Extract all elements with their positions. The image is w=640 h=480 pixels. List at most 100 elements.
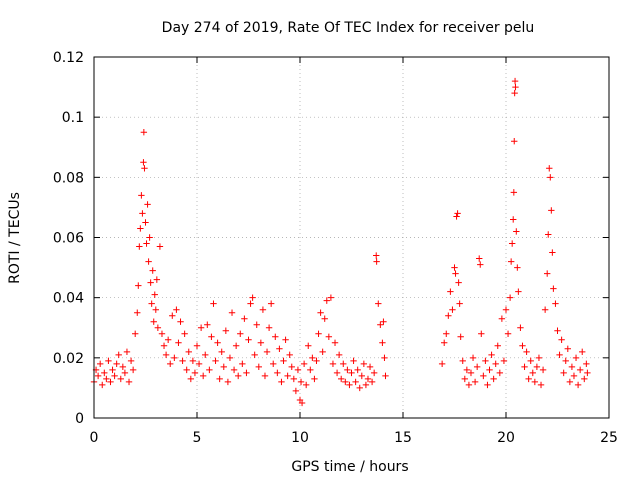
data-point: [179, 357, 186, 365]
data-point: [584, 369, 591, 377]
data-point: [368, 378, 376, 386]
data-point: [302, 381, 310, 389]
data-point: [135, 282, 142, 289]
data-point: [257, 339, 265, 346]
data-point: [193, 342, 201, 349]
data-point: [486, 366, 493, 374]
data-point: [465, 381, 473, 389]
data-point: [147, 279, 154, 286]
axis-ticks: [93, 56, 610, 419]
data-point: [222, 327, 230, 334]
data-point: [541, 306, 549, 313]
data-point: [539, 366, 547, 374]
data-point: [300, 360, 308, 368]
data-point: [521, 363, 528, 371]
data-point: [449, 306, 456, 313]
chart-title: Day 274 of 2019, Rate Of TEC Index for r…: [162, 20, 535, 36]
data-point: [547, 174, 554, 181]
data-point: [477, 261, 484, 268]
data-point: [195, 360, 203, 368]
data-point: [132, 330, 139, 337]
data-point: [202, 351, 209, 359]
data-point: [581, 375, 588, 383]
data-point: [210, 300, 217, 307]
data-point: [512, 83, 519, 91]
data-point: [148, 300, 155, 307]
data-point: [276, 345, 283, 353]
data-point: [544, 270, 551, 277]
data-point: [525, 375, 532, 383]
data-point: [455, 279, 462, 286]
data-point: [554, 327, 561, 334]
data-point: [253, 321, 260, 328]
data-point: [245, 336, 252, 343]
data-point: [340, 360, 347, 368]
data-point: [459, 357, 466, 365]
data-point: [167, 360, 174, 368]
data-point: [158, 330, 166, 337]
data-point: [354, 366, 361, 374]
data-point: [111, 372, 118, 380]
data-point: [123, 348, 131, 356]
data-point: [185, 348, 192, 356]
x-tick-label: 15: [394, 430, 412, 446]
data-point: [502, 306, 510, 313]
data-point: [117, 375, 124, 383]
data-point: [576, 366, 584, 374]
data-point: [121, 369, 129, 377]
data-point: [94, 372, 102, 380]
data-point: [469, 354, 477, 362]
data-point: [298, 399, 306, 407]
data-point: [447, 288, 454, 295]
data-point: [265, 324, 273, 331]
data-point: [103, 375, 110, 383]
data-point: [138, 192, 145, 199]
data-point: [263, 348, 271, 356]
data-point: [323, 297, 330, 304]
data-point: [451, 264, 458, 271]
data-point: [517, 324, 524, 331]
data-point: [342, 378, 349, 386]
data-point: [560, 369, 567, 377]
data-point: [358, 372, 365, 380]
data-point: [461, 375, 468, 383]
data-point: [96, 360, 104, 368]
data-point: [113, 360, 120, 368]
data-point: [453, 213, 460, 220]
data-point: [284, 372, 291, 380]
data-point: [350, 357, 357, 365]
data-point: [162, 351, 170, 359]
data-point: [533, 363, 541, 371]
data-point: [331, 339, 339, 346]
data-point: [297, 378, 305, 386]
data-point: [478, 330, 485, 337]
data-point: [380, 318, 387, 325]
data-point: [381, 354, 388, 362]
data-point: [545, 231, 552, 238]
grid-lines: [94, 57, 609, 418]
data-point: [546, 165, 553, 172]
data-point: [471, 378, 479, 386]
data-point: [235, 372, 242, 380]
data-point: [379, 339, 386, 346]
data-point: [537, 381, 545, 389]
data-point: [548, 207, 555, 214]
data-point: [473, 363, 481, 371]
data-point: [214, 339, 221, 346]
data-point: [115, 351, 122, 359]
data-point: [375, 300, 382, 307]
data-point: [141, 165, 148, 172]
data-point: [288, 363, 295, 371]
data-point: [313, 357, 320, 365]
data-point: [119, 363, 127, 371]
data-point: [259, 306, 267, 313]
data-point: [189, 357, 197, 365]
y-tick-label: 0.06: [53, 231, 84, 247]
y-tick-label: 0: [75, 411, 84, 427]
data-point: [280, 357, 287, 365]
data-point: [572, 354, 580, 362]
data-point: [566, 378, 574, 386]
data-point: [183, 366, 190, 374]
data-point: [506, 294, 514, 301]
data-point: [272, 333, 279, 340]
